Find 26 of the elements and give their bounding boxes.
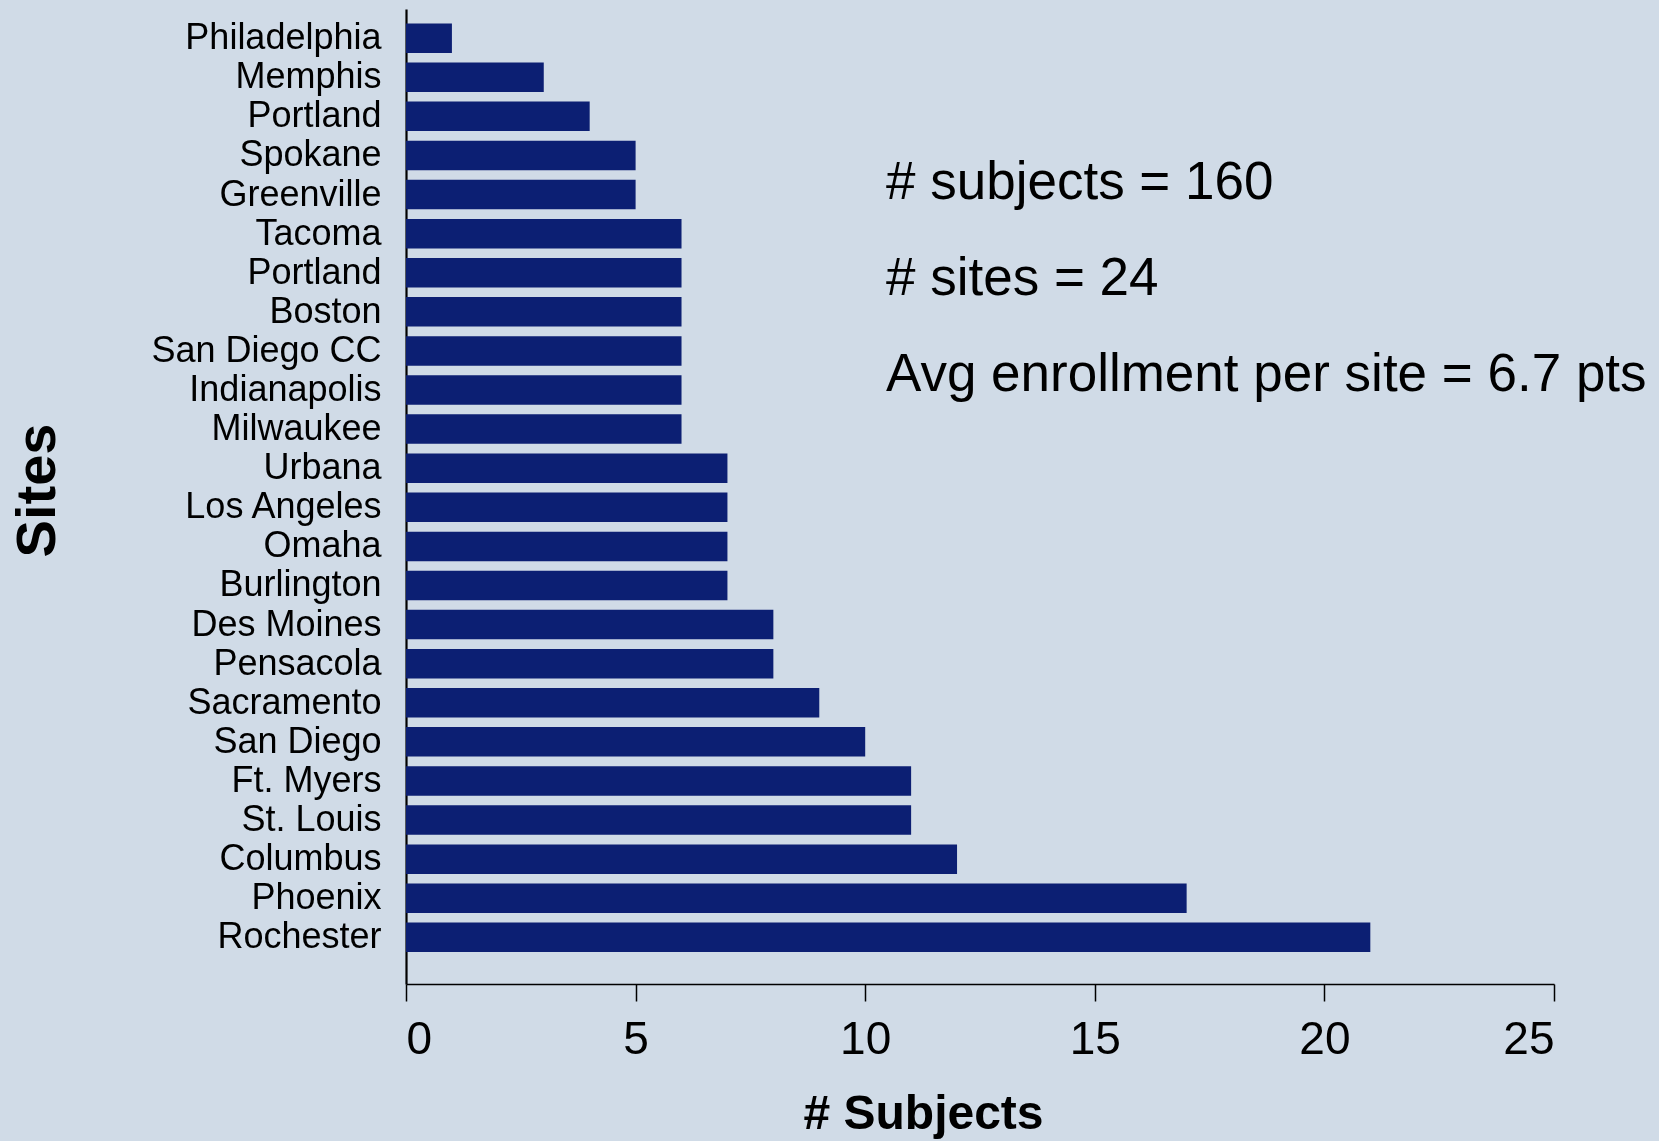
y-tick-label: San Diego [213, 719, 382, 761]
y-tick-label: Sacramento [187, 680, 382, 722]
annotation: Avg enrollment per site = 6.7 pts [886, 343, 1647, 402]
x-tick-label: 0 [406, 1011, 433, 1064]
x-tick-label: 5 [623, 1011, 649, 1064]
x-tick-label: 15 [1069, 1011, 1121, 1064]
y-tick-label: Pensacola [213, 641, 383, 683]
y-tick-label: Spokane [239, 133, 382, 175]
annotation: # sites = 24 [886, 247, 1159, 306]
y-tick-label: Burlington [219, 563, 382, 605]
y-tick-label: Tacoma [255, 211, 383, 253]
annotation: # subjects = 160 [886, 151, 1274, 210]
x-axis-title: # Subjects [803, 1085, 1044, 1139]
y-tick-label: Urbana [263, 446, 383, 488]
y-tick-label: Columbus [219, 837, 382, 879]
y-tick-label: San Diego CC [151, 328, 382, 370]
y-tick-label: Boston [269, 289, 382, 331]
x-tick-label: 25 [1503, 1011, 1555, 1064]
y-tick-label: Rochester [217, 915, 382, 957]
y-tick-label: Philadelphia [185, 16, 383, 58]
y-tick-label: Portland [247, 250, 382, 292]
x-tick-label: 10 [840, 1011, 892, 1064]
y-tick-label: Los Angeles [185, 485, 382, 527]
x-tick-label: 20 [1299, 1011, 1351, 1064]
y-tick-label: Phoenix [251, 876, 382, 918]
y-axis-title: Sites [3, 423, 67, 558]
